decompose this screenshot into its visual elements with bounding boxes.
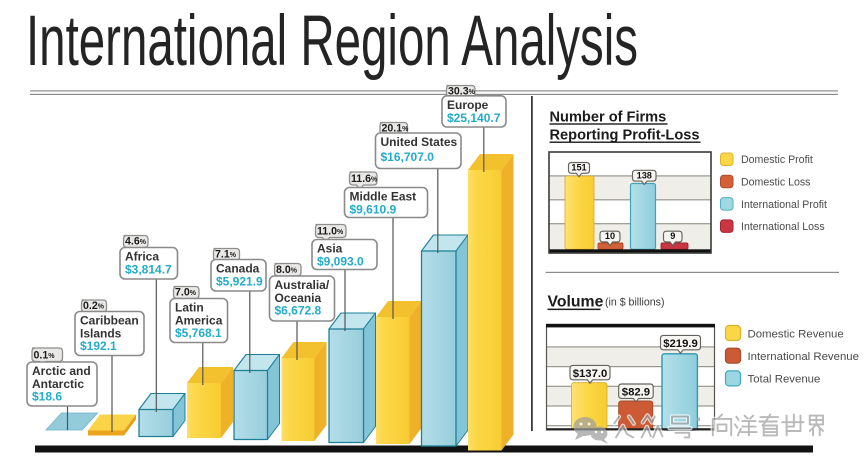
svg-text:138: 138: [637, 170, 652, 180]
svg-text:11.6%: 11.6%: [351, 173, 378, 185]
svg-text:7.1%: 7.1%: [215, 249, 237, 261]
svg-text:Domestic Revenue: Domestic Revenue: [748, 328, 844, 340]
svg-text:$18.6: $18.6: [32, 390, 62, 404]
svg-text:Australia/: Australia/: [275, 278, 330, 292]
svg-text:20.1%: 20.1%: [382, 123, 410, 135]
svg-text:$5,921.9: $5,921.9: [216, 275, 263, 289]
svg-text:United States: United States: [381, 135, 458, 149]
svg-text:4.6%: 4.6%: [125, 236, 147, 248]
svg-text:$82.9: $82.9: [622, 387, 650, 399]
svg-text:Canada: Canada: [216, 262, 260, 276]
svg-text:(in $ billions): (in $ billions): [605, 297, 664, 309]
svg-text:Total Revenue: Total Revenue: [748, 374, 821, 386]
svg-text:International Profit: International Profit: [741, 199, 827, 211]
svg-text:Domestic Loss: Domestic Loss: [741, 177, 810, 189]
svg-text:$16,707.0: $16,707.0: [381, 150, 435, 164]
svg-text:Reporting Profit-Loss: Reporting Profit-Loss: [550, 128, 700, 144]
svg-text:30.3%: 30.3%: [448, 86, 476, 98]
svg-text:Islands: Islands: [80, 326, 122, 340]
svg-text:Europe: Europe: [447, 98, 489, 112]
svg-text:$137.0: $137.0: [573, 368, 608, 380]
svg-text:11.0%: 11.0%: [317, 226, 344, 238]
svg-text:International Region Analysis: International Region Analysis: [26, 1, 638, 81]
svg-text:Oceania: Oceania: [275, 291, 322, 305]
svg-text:Asia: Asia: [317, 242, 343, 256]
svg-text:Antarctic: Antarctic: [32, 377, 84, 391]
svg-text:$3,814.7: $3,814.7: [125, 263, 172, 277]
svg-text:$9,610.9: $9,610.9: [350, 203, 397, 217]
svg-text:151: 151: [571, 163, 586, 173]
svg-text:Caribbean: Caribbean: [80, 314, 139, 328]
svg-text:Latin: Latin: [175, 301, 204, 315]
svg-text:$6,672.8: $6,672.8: [275, 304, 322, 318]
svg-text:9: 9: [670, 231, 675, 241]
svg-text:8.0%: 8.0%: [276, 264, 298, 276]
svg-text:$192.1: $192.1: [80, 339, 117, 353]
svg-text:0.1%: 0.1%: [34, 350, 56, 362]
svg-text:Arctic and: Arctic and: [32, 364, 91, 378]
svg-text:Volume: Volume: [548, 294, 604, 311]
svg-text:$5,768.1: $5,768.1: [175, 326, 222, 340]
svg-text:$9,093.0: $9,093.0: [317, 255, 364, 269]
svg-text:$219.9: $219.9: [663, 338, 698, 350]
svg-text:$25,140.7: $25,140.7: [447, 111, 501, 125]
svg-text:10: 10: [605, 231, 615, 241]
svg-text:7.0%: 7.0%: [175, 287, 197, 299]
svg-text:International Loss: International Loss: [741, 221, 825, 233]
svg-text:International Revenue: International Revenue: [748, 351, 859, 363]
svg-text:Middle East: Middle East: [350, 190, 417, 204]
svg-text:0.2%: 0.2%: [83, 300, 105, 312]
svg-text:Domestic Profit: Domestic Profit: [741, 154, 813, 166]
svg-text:Number of Firms: Number of Firms: [550, 110, 667, 126]
svg-text:Africa: Africa: [125, 250, 159, 264]
svg-text:America: America: [175, 313, 223, 327]
